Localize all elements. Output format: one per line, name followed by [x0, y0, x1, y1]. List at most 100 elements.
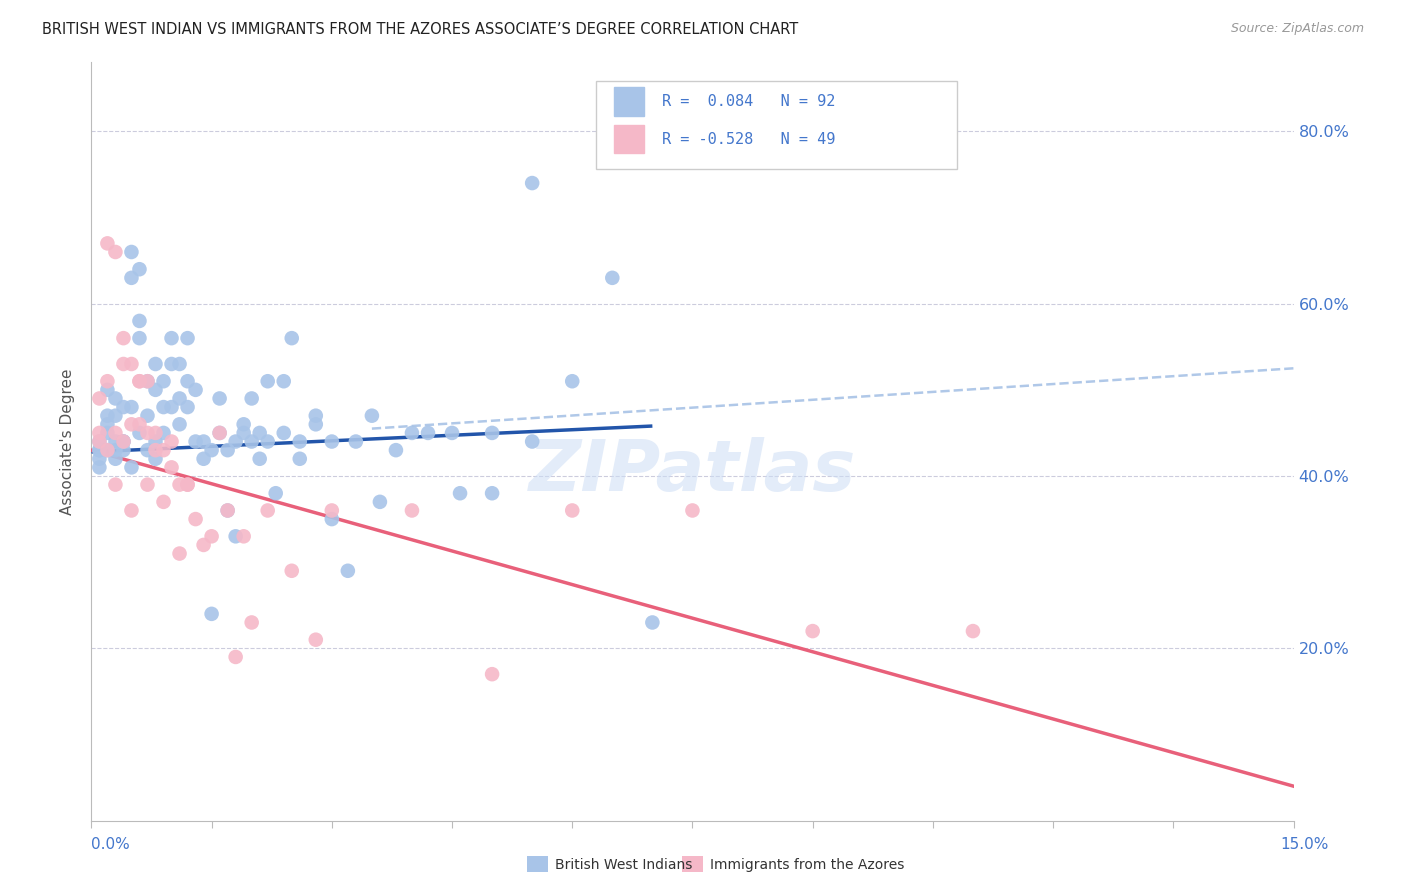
- Point: [201, 607, 224, 621]
- Point: [121, 400, 143, 414]
- Point: [121, 460, 143, 475]
- Point: [89, 443, 111, 458]
- Point: [281, 331, 304, 345]
- Text: Immigrants from the Azores: Immigrants from the Azores: [710, 858, 904, 872]
- Point: [121, 244, 143, 259]
- Point: [104, 434, 127, 449]
- Point: [184, 434, 207, 449]
- Point: [336, 564, 359, 578]
- Point: [385, 443, 408, 458]
- Point: [169, 547, 191, 561]
- Point: [360, 409, 382, 423]
- Point: [440, 425, 463, 440]
- Point: [112, 331, 135, 345]
- Point: [121, 503, 143, 517]
- Point: [104, 425, 127, 440]
- Point: [184, 512, 207, 526]
- Point: [145, 383, 167, 397]
- Point: [169, 477, 191, 491]
- Point: [169, 357, 191, 371]
- Point: [225, 434, 247, 449]
- Point: [104, 477, 127, 491]
- Text: British West Indians: British West Indians: [555, 858, 693, 872]
- Point: [160, 400, 183, 414]
- Point: [321, 434, 343, 449]
- Point: [176, 477, 198, 491]
- Text: Source: ZipAtlas.com: Source: ZipAtlas.com: [1230, 22, 1364, 36]
- Point: [128, 331, 150, 345]
- Point: [193, 538, 215, 552]
- Point: [145, 425, 167, 440]
- Text: 0.0%: 0.0%: [91, 838, 131, 852]
- Point: [225, 529, 247, 543]
- Point: [89, 451, 111, 466]
- Point: [176, 477, 198, 491]
- Point: [169, 392, 191, 406]
- Point: [104, 392, 127, 406]
- Point: [273, 374, 295, 388]
- Y-axis label: Associate's Degree: Associate's Degree: [60, 368, 76, 515]
- Point: [256, 374, 278, 388]
- Point: [288, 434, 311, 449]
- Point: [160, 357, 183, 371]
- Point: [96, 425, 118, 440]
- Point: [152, 425, 174, 440]
- Point: [160, 331, 183, 345]
- Point: [240, 615, 263, 630]
- Point: [152, 443, 174, 458]
- Point: [145, 434, 167, 449]
- Point: [112, 434, 135, 449]
- Bar: [614, 125, 644, 153]
- Point: [481, 486, 503, 500]
- Point: [249, 425, 271, 440]
- Point: [89, 434, 111, 449]
- Point: [136, 477, 159, 491]
- Point: [104, 244, 127, 259]
- Point: [112, 443, 135, 458]
- Point: [89, 425, 111, 440]
- Point: [217, 503, 239, 517]
- Point: [89, 460, 111, 475]
- Point: [232, 417, 254, 432]
- Point: [273, 425, 295, 440]
- Point: [145, 451, 167, 466]
- Point: [104, 443, 127, 458]
- Point: [136, 374, 159, 388]
- Point: [193, 451, 215, 466]
- Point: [176, 331, 198, 345]
- Point: [561, 374, 583, 388]
- Point: [128, 262, 150, 277]
- Point: [169, 417, 191, 432]
- Point: [416, 425, 439, 440]
- Point: [176, 374, 198, 388]
- Point: [184, 383, 207, 397]
- Point: [96, 443, 118, 458]
- Point: [145, 357, 167, 371]
- Point: [89, 434, 111, 449]
- Point: [136, 409, 159, 423]
- FancyBboxPatch shape: [596, 81, 957, 169]
- Point: [96, 409, 118, 423]
- Text: R = -0.528   N = 49: R = -0.528 N = 49: [662, 131, 835, 146]
- Text: BRITISH WEST INDIAN VS IMMIGRANTS FROM THE AZORES ASSOCIATE’S DEGREE CORRELATION: BRITISH WEST INDIAN VS IMMIGRANTS FROM T…: [42, 22, 799, 37]
- Point: [145, 443, 167, 458]
- Text: 15.0%: 15.0%: [1281, 838, 1329, 852]
- Point: [217, 443, 239, 458]
- Point: [522, 176, 544, 190]
- Point: [208, 425, 231, 440]
- Point: [112, 400, 135, 414]
- Point: [256, 503, 278, 517]
- Point: [401, 503, 423, 517]
- Point: [160, 434, 183, 449]
- Point: [96, 236, 118, 251]
- Point: [96, 383, 118, 397]
- Point: [481, 667, 503, 681]
- Point: [176, 400, 198, 414]
- Point: [602, 270, 624, 285]
- Point: [288, 451, 311, 466]
- Point: [449, 486, 471, 500]
- Point: [256, 434, 278, 449]
- Point: [249, 451, 271, 466]
- Point: [121, 270, 143, 285]
- Point: [305, 409, 328, 423]
